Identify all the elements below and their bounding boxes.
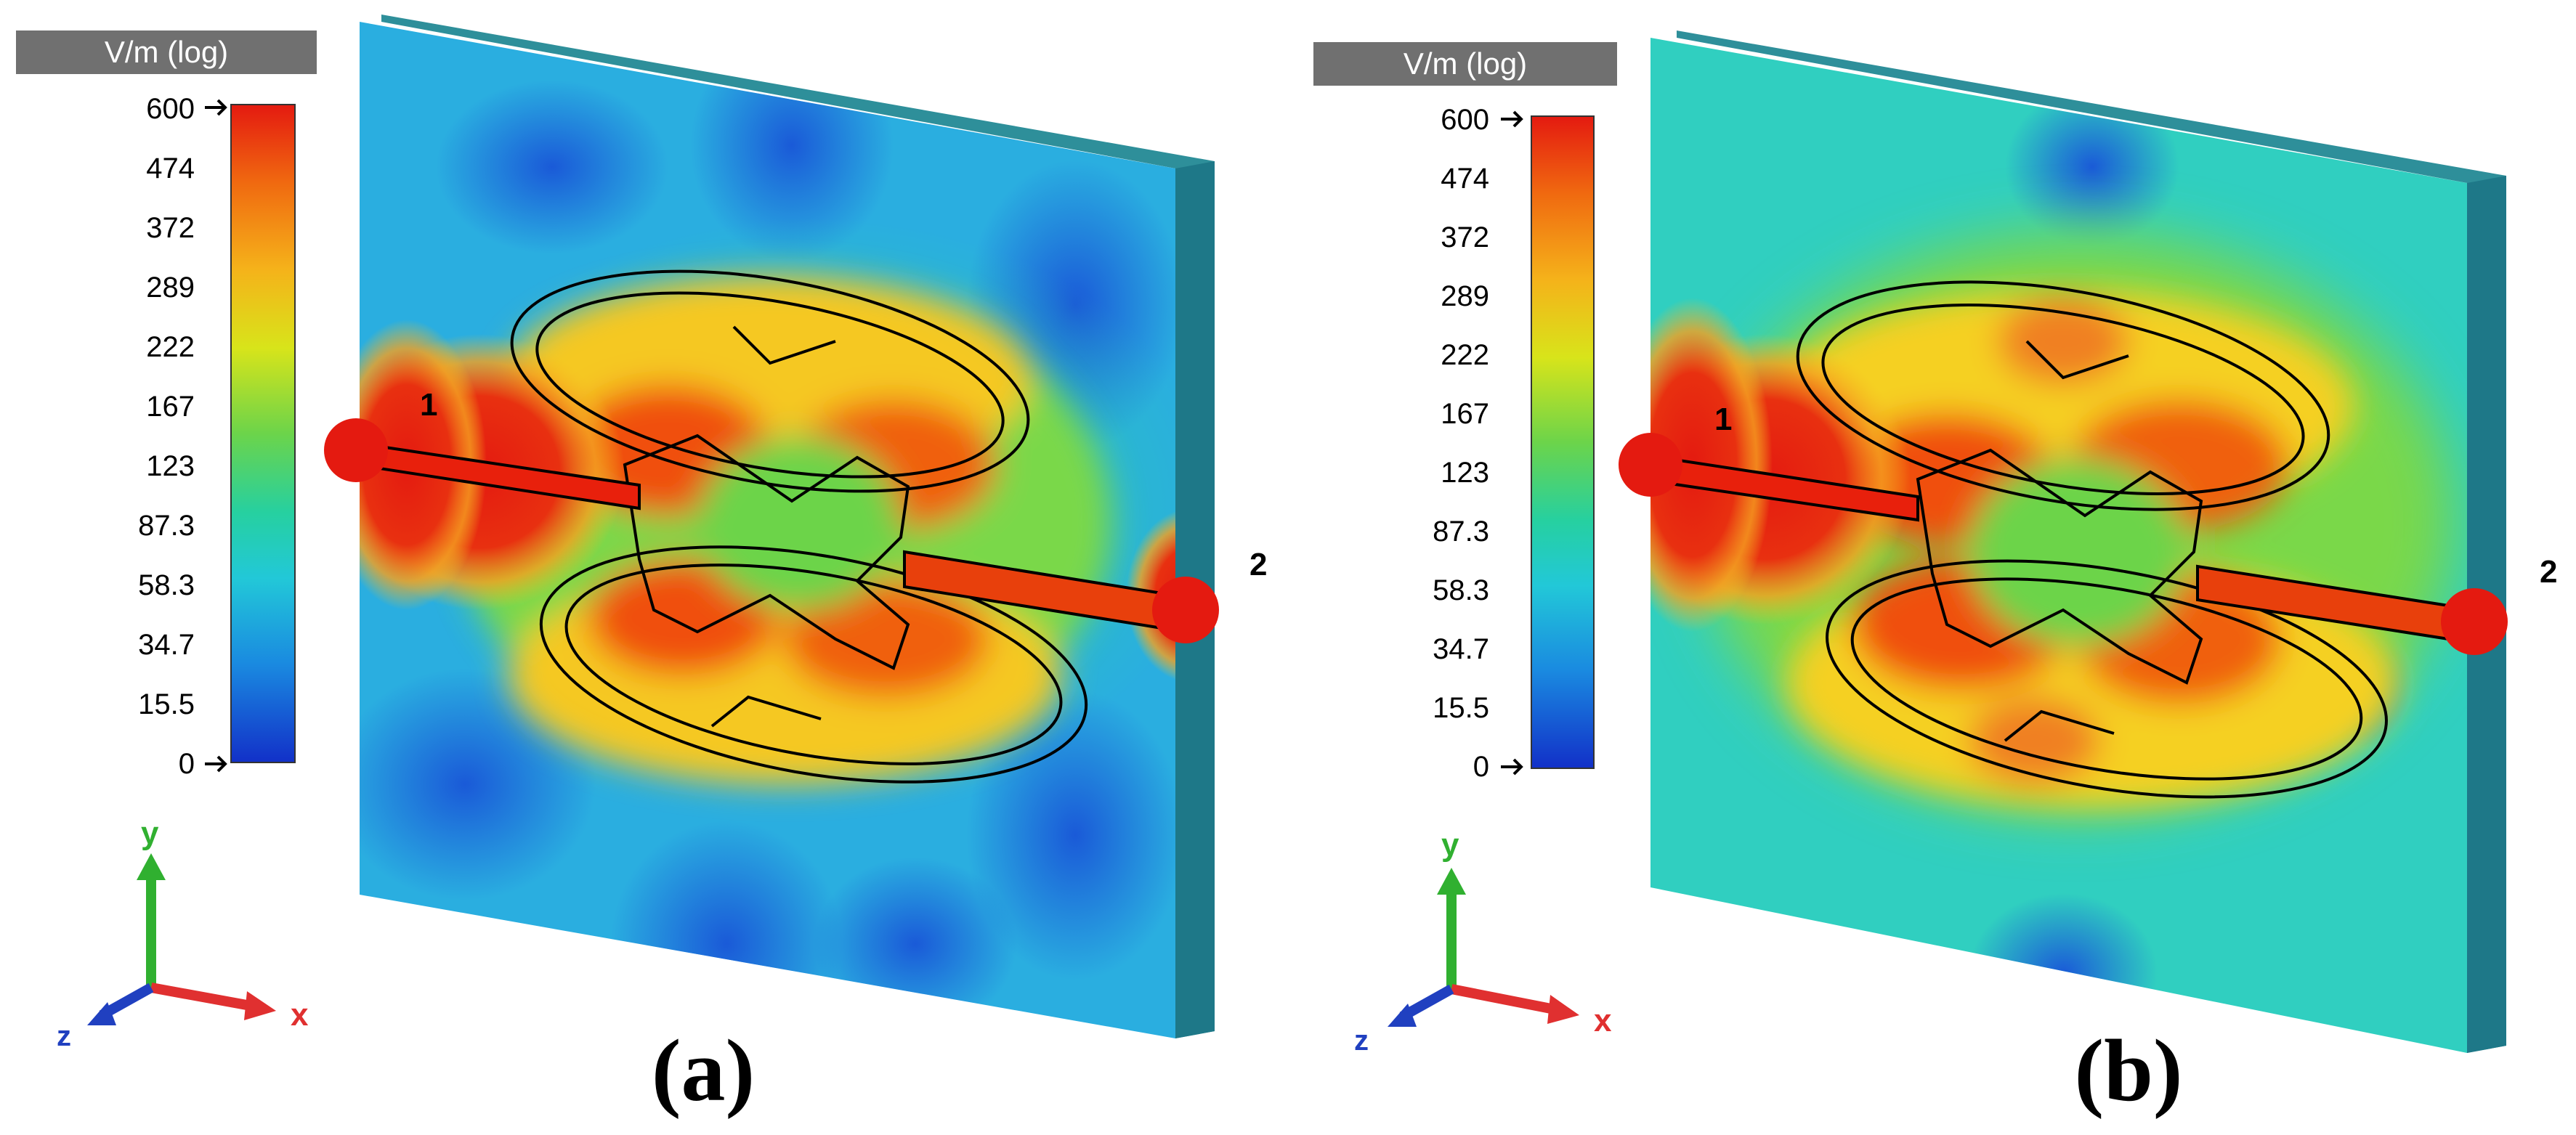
legend-unit-title: V/m (log) [105, 35, 228, 69]
port-2-marker [1152, 577, 1219, 643]
legend-tick-label: 167 [146, 391, 195, 423]
legend-title-box [16, 30, 317, 74]
legend-tick-label: 123 [1441, 457, 1489, 489]
panel-caption: (b) [2074, 1022, 2182, 1120]
z-axis-label: z [57, 1020, 71, 1052]
color-bar [1531, 115, 1595, 769]
legend-tick-label: 34.7 [1433, 633, 1489, 665]
legend-tick-label: 372 [1441, 221, 1489, 253]
port-1-label: 1 [420, 387, 437, 423]
legend-tick-label: 474 [146, 152, 195, 184]
x-axis-label: x [1594, 1003, 1612, 1038]
legend-title-box [1313, 42, 1617, 86]
port-2-label: 2 [2540, 554, 2557, 590]
y-axis-label: y [1441, 827, 1459, 863]
legend-tick-label: 15.5 [138, 688, 195, 720]
x-axis-arrow-icon [150, 983, 252, 1011]
axis-triad: y x z [57, 815, 309, 1052]
legend-tick-label: 87.3 [1433, 516, 1489, 548]
legend-tick-label: 15.5 [1433, 692, 1489, 724]
legend-tick-label: 34.7 [138, 629, 195, 661]
color-bar [230, 104, 296, 763]
legend-tick-label: 222 [1441, 339, 1489, 371]
legend-tick-label: 58.3 [1433, 574, 1489, 606]
legend-tick-label: 0 [179, 748, 195, 780]
z-axis-label: z [1354, 1025, 1369, 1057]
resonator-outline [1796, 280, 2388, 799]
legend-tick-label: 123 [146, 450, 195, 482]
legend-tick-label: 600 [1441, 104, 1489, 136]
legend-unit-title: V/m (log) [1404, 46, 1527, 81]
legend-tick-label: 474 [1441, 163, 1489, 195]
legend-tick-label: 222 [146, 331, 195, 363]
legend-tick-label: 600 [146, 93, 195, 125]
resonator-outline [510, 269, 1088, 784]
port-2-label: 2 [1249, 547, 1267, 582]
legend-tick-label: 289 [146, 272, 195, 304]
x-axis-arrow-icon [1450, 984, 1556, 1014]
legend-ticks: 600 474 372 289 222 167 123 87.3 58.3 34… [138, 93, 195, 780]
legend-max-marker-icon [1501, 110, 1523, 128]
port-1-marker [1619, 433, 1682, 497]
legend-tick-label: 58.3 [138, 569, 195, 601]
legend-tick-label: 372 [146, 212, 195, 244]
color-legend: V/m (log) 600 474 372 289 222 167 123 87… [16, 30, 317, 780]
port-1-marker [324, 418, 388, 482]
y-axis-label: y [141, 815, 159, 851]
port-1-label: 1 [1714, 402, 1732, 437]
legend-ticks: 600 474 372 289 222 167 123 87.3 58.3 34… [1433, 104, 1489, 783]
axis-triad: y x z [1354, 827, 1612, 1057]
legend-max-marker-icon [205, 99, 227, 116]
port-2-marker [2441, 588, 2508, 655]
color-legend: V/m (log) 600 474 372 289 222 167 123 87… [1313, 42, 1617, 783]
substrate-board: 1 2 [1619, 30, 2557, 1053]
legend-tick-label: 87.3 [138, 510, 195, 542]
legend-tick-label: 0 [1473, 751, 1489, 783]
legend-min-marker-icon [205, 755, 227, 773]
panel-b: V/m (log) 600 474 372 289 222 167 123 87… [1313, 30, 2557, 1120]
panel-caption: (a) [652, 1022, 755, 1120]
x-axis-label: x [291, 997, 309, 1033]
legend-tick-label: 167 [1441, 398, 1489, 430]
substrate-board: 1 2 [324, 15, 1267, 1038]
legend-tick-label: 289 [1441, 280, 1489, 312]
legend-min-marker-icon [1501, 758, 1523, 776]
panel-a: V/m (log) 600 474 372 289 222 167 123 87… [16, 15, 1267, 1120]
